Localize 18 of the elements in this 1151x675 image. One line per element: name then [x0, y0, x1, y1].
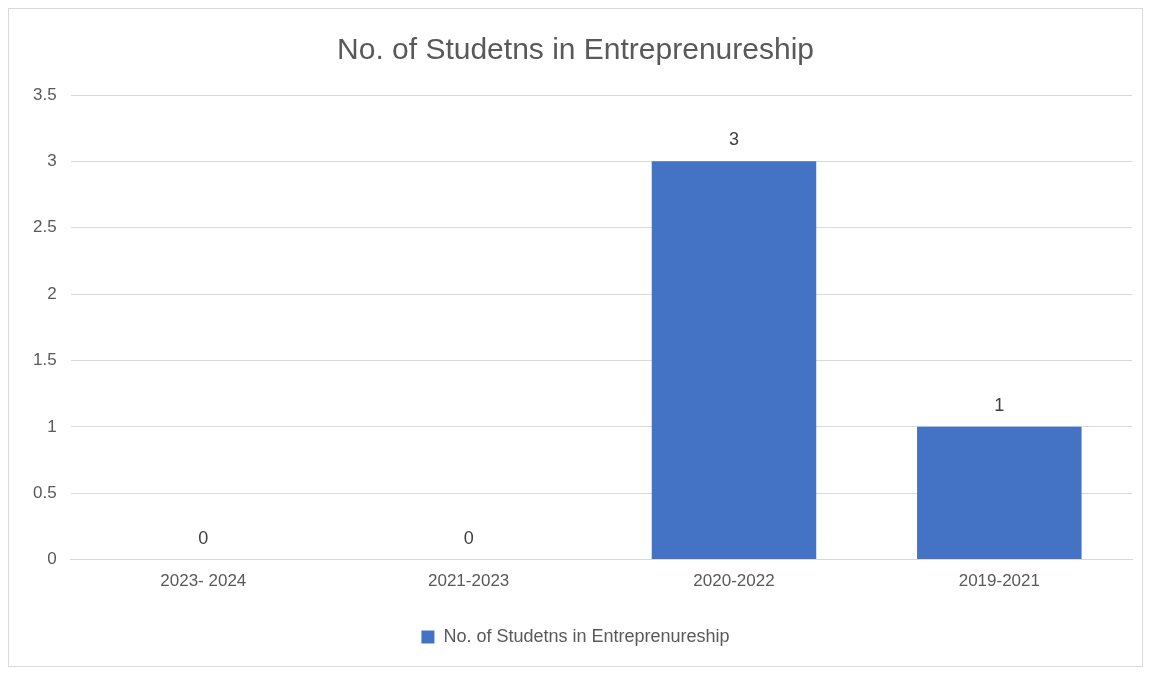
data-label: 0	[198, 527, 209, 548]
x-tick-label: 2019-2021	[958, 571, 1040, 591]
x-tick-label: 2023- 2024	[160, 571, 247, 591]
x-tick-label: 2020-2022	[693, 571, 775, 591]
data-label: 0	[463, 527, 474, 548]
y-tick-label: 3.5	[32, 84, 57, 104]
y-tick-label: 1	[47, 416, 57, 436]
y-tick-label: 2.5	[32, 217, 57, 237]
y-tick-label: 2	[47, 283, 57, 303]
x-tick-label: 2021-2023	[427, 571, 510, 591]
y-tick-label: 3	[47, 151, 57, 171]
y-tick-label: 1.5	[32, 350, 57, 370]
data-label: 1	[994, 394, 1005, 415]
y-tick-label: 0	[47, 549, 57, 569]
data-label: 3	[728, 129, 739, 150]
chart-title: No. of Studetns in Entreprenureship	[337, 32, 814, 66]
legend-label: No. of Studetns in Entreprenureship	[443, 625, 730, 646]
y-tick-label: 0.5	[32, 482, 57, 502]
